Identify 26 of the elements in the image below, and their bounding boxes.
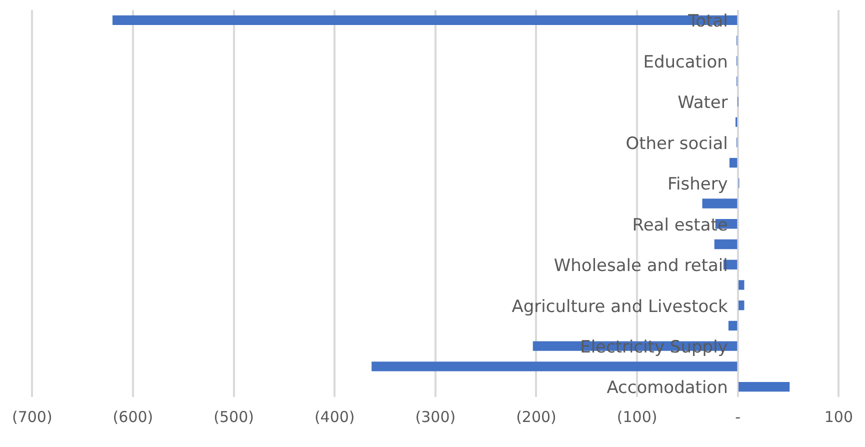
y-tick-label: Fishery bbox=[667, 174, 728, 195]
y-tick-label: Accomodation bbox=[606, 378, 728, 398]
x-tick-label: (300) bbox=[415, 408, 456, 426]
bar bbox=[372, 362, 738, 372]
x-tick-label: (400) bbox=[314, 408, 355, 426]
x-tick-label: (200) bbox=[516, 408, 556, 426]
y-tick-label: Education bbox=[643, 52, 728, 72]
x-tick-label: (100) bbox=[616, 408, 658, 426]
y-tick-label: Agriculture and Livestock bbox=[512, 296, 728, 317]
y-tick-label: Wholesale and retail bbox=[554, 256, 728, 276]
x-tick-label: - bbox=[735, 408, 741, 426]
y-tick-label: Other social bbox=[626, 134, 728, 154]
x-tick-label: 100 bbox=[824, 408, 854, 426]
x-tick-label: (600) bbox=[112, 408, 154, 426]
bar bbox=[702, 198, 738, 208]
x-tick-label: (700) bbox=[12, 408, 52, 426]
bar bbox=[738, 280, 744, 290]
bar bbox=[714, 239, 738, 250]
x-tick-label: (500) bbox=[214, 408, 254, 426]
bar bbox=[729, 158, 738, 168]
bar bbox=[738, 382, 790, 392]
bar bbox=[738, 300, 744, 310]
bar bbox=[728, 320, 738, 331]
bar bbox=[112, 15, 738, 26]
y-tick-label: Real estate bbox=[632, 215, 728, 236]
y-tick-label: Water bbox=[678, 93, 728, 114]
